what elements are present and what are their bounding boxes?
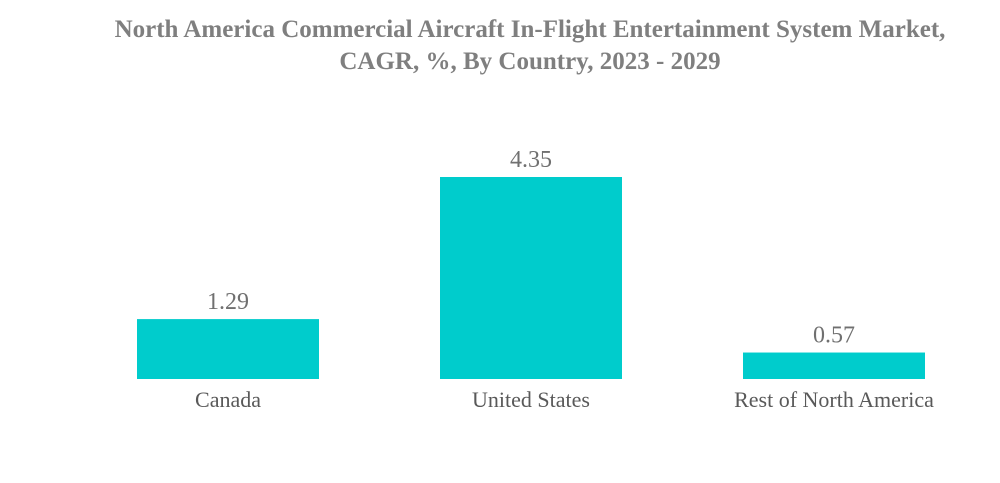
category-label-canada: Canada [195,387,261,412]
category-label-rest-of-north-america: Rest of North America [734,387,934,412]
bar-canada [137,319,319,379]
category-label-united-states: United States [472,387,590,412]
chart-title-line-2: CAGR, %, By Country, 2023 - 2029 [339,48,721,75]
chart-title: North America Commercial Aircraft In-Fli… [70,14,990,78]
bar-rest-of-north-america [743,352,925,379]
value-label-rest-of-north-america: 0.57 [813,323,855,349]
chart-title-line-1: North America Commercial Aircraft In-Fli… [114,16,946,43]
value-label-canada: 1.29 [207,289,249,315]
value-label-united-states: 4.35 [510,147,552,173]
bar-united-states [440,177,622,379]
